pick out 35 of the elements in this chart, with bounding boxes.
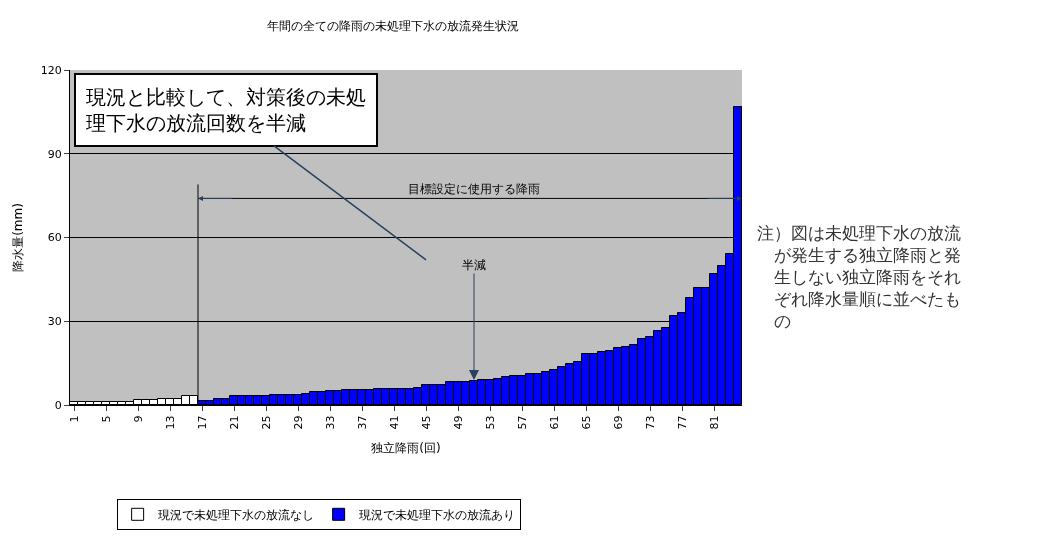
x-tick-label: 45 bbox=[419, 415, 433, 430]
x-tick-label: 25 bbox=[259, 415, 273, 430]
x-tick-label: 61 bbox=[547, 415, 561, 430]
x-tick-label: 13 bbox=[163, 415, 177, 430]
x-tick-label: 9 bbox=[131, 415, 145, 423]
x-tick-label: 21 bbox=[227, 415, 241, 430]
x-tick-label: 41 bbox=[387, 415, 401, 430]
x-axis-title: 独立降雨(回) bbox=[371, 441, 441, 456]
y-tick-label: 30 bbox=[47, 315, 62, 329]
x-tick-label: 1 bbox=[67, 415, 81, 423]
x-tick-label: 65 bbox=[579, 415, 593, 430]
annotation: 半減 bbox=[462, 258, 486, 272]
y-tick-label: 90 bbox=[47, 147, 62, 161]
x-tick-label: 17 bbox=[195, 415, 209, 430]
annotation: 現況と比較して、対策後の未処理下水の放流回数を半減 bbox=[86, 85, 366, 135]
x-tick-label: 69 bbox=[611, 415, 625, 430]
x-tick-label: 53 bbox=[483, 415, 497, 430]
legend-label: 現況で未処理下水の放流あり bbox=[358, 507, 515, 522]
x-tick-label: 33 bbox=[323, 415, 337, 430]
x-tick-label: 77 bbox=[675, 415, 689, 430]
annotation: 目標設定に使用する降雨 bbox=[408, 182, 540, 196]
x-tick-label: 81 bbox=[707, 415, 721, 430]
x-tick-label: 29 bbox=[291, 415, 305, 430]
x-tick-label: 73 bbox=[643, 415, 657, 430]
y-tick-label: 60 bbox=[47, 231, 62, 245]
y-tick-label: 120 bbox=[40, 63, 62, 77]
y-tick-label: 0 bbox=[54, 398, 62, 412]
legend-label: 現況で未処理下水の放流なし bbox=[157, 507, 314, 522]
x-tick-label: 5 bbox=[99, 415, 113, 423]
text: 注）図は未処理下水の放流が発生する独立降雨と発生しない独立降雨をそれぞれ降水量順に並べたもの bbox=[757, 223, 961, 332]
x-tick-label: 37 bbox=[355, 415, 369, 430]
chart-title: 年間の全ての降雨の未処理下水の放流発生状況 bbox=[266, 19, 519, 34]
y-axis-title: 降水量(mm) bbox=[11, 203, 26, 272]
x-tick-label: 49 bbox=[451, 415, 465, 430]
x-tick-label: 57 bbox=[515, 415, 529, 430]
